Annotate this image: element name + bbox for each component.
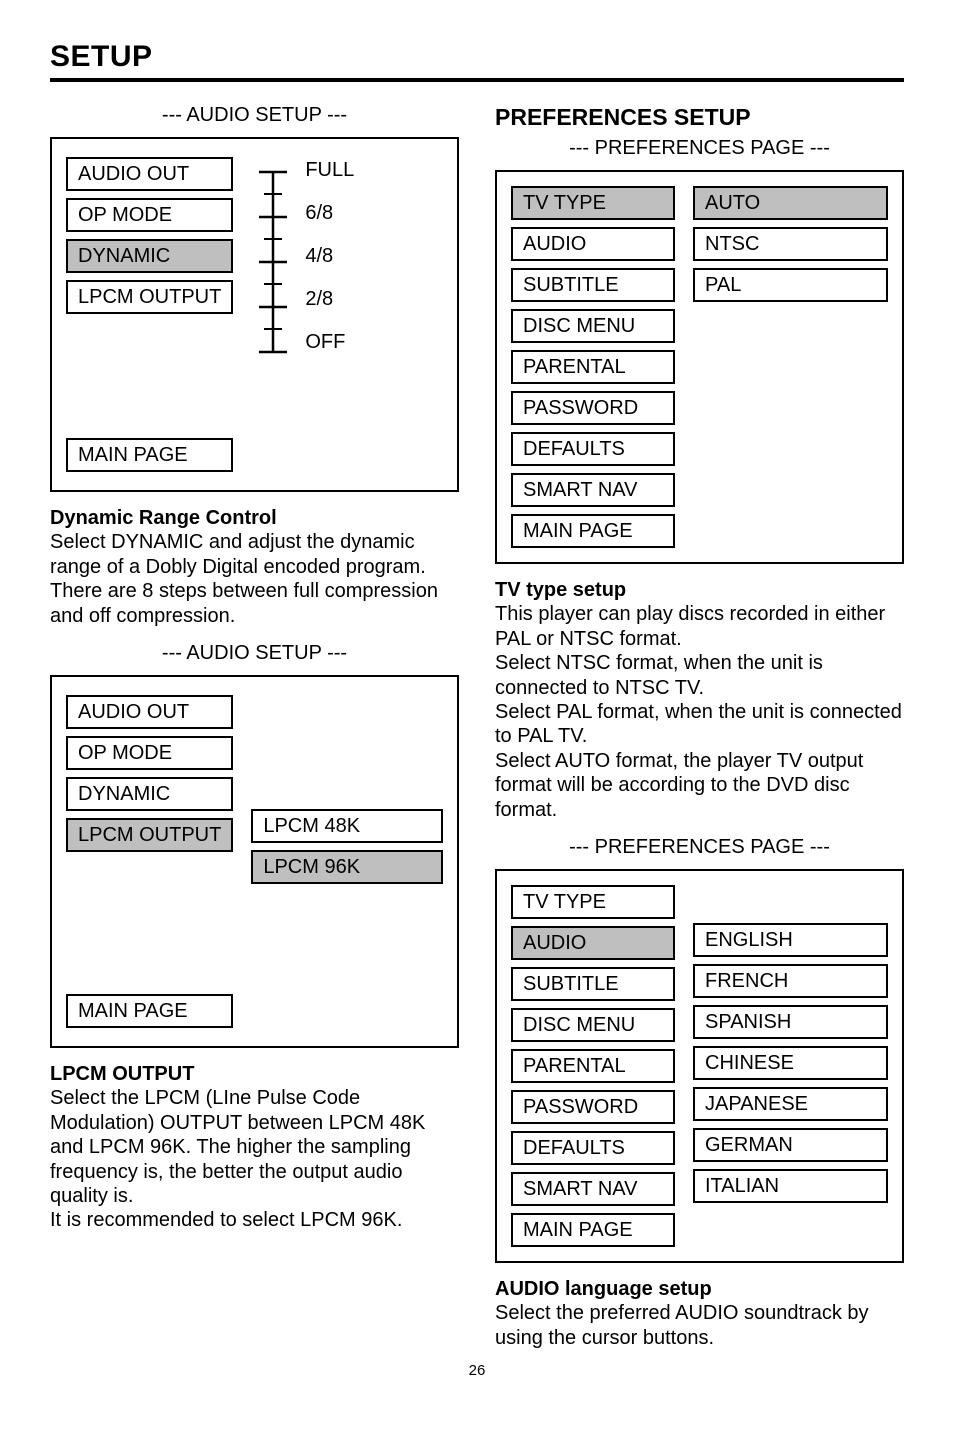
menu-item[interactable]: SMART NAV [511, 1172, 675, 1206]
slider-label: 6/8 [305, 203, 354, 223]
value-item[interactable]: CHINESE [693, 1046, 888, 1080]
value-item[interactable]: NTSC [693, 227, 888, 261]
lpcm-output-heading: LPCM OUTPUT [50, 1063, 194, 1085]
menu-item[interactable]: DISC MENU [511, 309, 675, 343]
value-item[interactable]: GERMAN [693, 1128, 888, 1162]
menu-item[interactable]: DYNAMIC [66, 777, 233, 811]
menu-item[interactable]: MAIN PAGE [511, 1213, 675, 1247]
dynamic-range-text: Dynamic Range Control Select DYNAMIC and… [50, 506, 459, 628]
audio-lang-text: AUDIO language setup Select the preferre… [495, 1277, 904, 1350]
dynamic-slider[interactable]: FULL 6/8 4/8 2/8 OFF [251, 157, 354, 367]
tv-type-heading: TV type setup [495, 579, 626, 601]
menu-item[interactable]: AUDIO OUT [66, 157, 233, 191]
preferences-heading: PREFERENCES SETUP [495, 104, 904, 131]
menu-item[interactable]: PARENTAL [511, 1049, 675, 1083]
right-column: PREFERENCES SETUP --- PREFERENCES PAGE -… [495, 104, 904, 1350]
value-item[interactable]: JAPANESE [693, 1087, 888, 1121]
value-item[interactable]: FRENCH [693, 964, 888, 998]
lpcm-output-text: LPCM OUTPUT Select the LPCM (LIne Pulse … [50, 1062, 459, 1233]
prefs-1-title: --- PREFERENCES PAGE --- [495, 137, 904, 160]
tv-type-body: This player can play discs recorded in e… [495, 603, 902, 820]
dynamic-range-body: Select DYNAMIC and adjust the dynamic ra… [50, 531, 438, 626]
audio-setup-1-title: --- AUDIO SETUP --- [50, 104, 459, 127]
value-item-selected[interactable]: LPCM 96K [251, 850, 443, 884]
value-item[interactable]: LPCM 48K [251, 809, 443, 843]
audio-setup-1-panel: AUDIO OUT OP MODE DYNAMIC LPCM OUTPUT MA… [50, 137, 459, 492]
tv-type-text: TV type setup This player can play discs… [495, 578, 904, 822]
main-page-button[interactable]: MAIN PAGE [66, 994, 233, 1028]
menu-item[interactable]: SMART NAV [511, 473, 675, 507]
value-item-selected[interactable]: AUTO [693, 186, 888, 220]
audio-setup-2-panel: AUDIO OUT OP MODE DYNAMIC LPCM OUTPUT MA… [50, 675, 459, 1048]
page-number: 26 [50, 1362, 904, 1379]
menu-item[interactable]: SUBTITLE [511, 967, 675, 1001]
menu-item[interactable]: MAIN PAGE [511, 514, 675, 548]
menu-item[interactable]: TV TYPE [511, 885, 675, 919]
value-item[interactable]: SPANISH [693, 1005, 888, 1039]
menu-item[interactable]: PASSWORD [511, 1090, 675, 1124]
menu-item[interactable]: DISC MENU [511, 1008, 675, 1042]
value-item[interactable]: PAL [693, 268, 888, 302]
main-page-button[interactable]: MAIN PAGE [66, 438, 233, 472]
menu-item[interactable]: OP MODE [66, 198, 233, 232]
menu-item[interactable]: PARENTAL [511, 350, 675, 384]
slider-label: 2/8 [305, 289, 354, 309]
dynamic-range-heading: Dynamic Range Control [50, 507, 277, 529]
value-item[interactable]: ENGLISH [693, 923, 888, 957]
menu-item[interactable]: OP MODE [66, 736, 233, 770]
menu-item[interactable]: DEFAULTS [511, 1131, 675, 1165]
slider-label: 4/8 [305, 246, 354, 266]
page-title: SETUP [50, 40, 904, 82]
menu-item-selected[interactable]: LPCM OUTPUT [66, 818, 233, 852]
prefs-2-title: --- PREFERENCES PAGE --- [495, 836, 904, 859]
menu-item[interactable]: AUDIO [511, 227, 675, 261]
menu-item[interactable]: SUBTITLE [511, 268, 675, 302]
menu-item[interactable]: AUDIO OUT [66, 695, 233, 729]
menu-item[interactable]: LPCM OUTPUT [66, 280, 233, 314]
audio-setup-2-title: --- AUDIO SETUP --- [50, 642, 459, 665]
lpcm-output-body: Select the LPCM (LIne Pulse Code Modulat… [50, 1087, 425, 1231]
prefs-2-panel: TV TYPE AUDIO SUBTITLE DISC MENU PARENTA… [495, 869, 904, 1263]
prefs-1-panel: TV TYPE AUDIO SUBTITLE DISC MENU PARENTA… [495, 170, 904, 564]
left-column: --- AUDIO SETUP --- AUDIO OUT OP MODE DY… [50, 104, 459, 1350]
value-item[interactable]: ITALIAN [693, 1169, 888, 1203]
menu-item-selected[interactable]: TV TYPE [511, 186, 675, 220]
slider-label: FULL [305, 160, 354, 180]
audio-lang-body: Select the preferred AUDIO soundtrack by… [495, 1302, 869, 1348]
audio-lang-heading: AUDIO language setup [495, 1278, 712, 1300]
slider-label: OFF [305, 332, 354, 352]
menu-item[interactable]: DEFAULTS [511, 432, 675, 466]
menu-item-selected[interactable]: AUDIO [511, 926, 675, 960]
menu-item[interactable]: PASSWORD [511, 391, 675, 425]
menu-item-selected[interactable]: DYNAMIC [66, 239, 233, 273]
